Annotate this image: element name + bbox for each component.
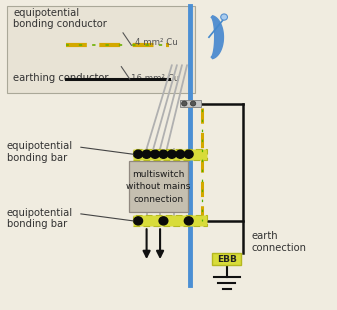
Circle shape: [167, 150, 176, 158]
Text: equipotential
bonding bar: equipotential bonding bar: [7, 141, 73, 163]
Circle shape: [134, 150, 143, 158]
Text: earthing conductor: earthing conductor: [13, 73, 109, 83]
Bar: [180, 100, 201, 107]
Bar: [212, 253, 241, 265]
Circle shape: [182, 101, 187, 106]
Bar: [133, 215, 207, 226]
Circle shape: [159, 217, 168, 225]
Circle shape: [151, 150, 159, 158]
Text: multiswitch
without mains
connection: multiswitch without mains connection: [126, 170, 190, 204]
Circle shape: [134, 217, 143, 225]
Text: 16 mm² Cu: 16 mm² Cu: [131, 74, 180, 83]
Polygon shape: [211, 16, 223, 59]
Circle shape: [221, 14, 227, 20]
Bar: [133, 149, 207, 160]
Bar: [7, 6, 195, 93]
Circle shape: [184, 217, 193, 225]
Text: equipotential
bonding bar: equipotential bonding bar: [7, 208, 73, 229]
Text: earth
connection: earth connection: [251, 231, 306, 253]
Text: equipotential
bonding conductor: equipotential bonding conductor: [13, 8, 108, 29]
Text: EBB: EBB: [217, 255, 237, 264]
Circle shape: [184, 150, 193, 158]
Bar: [129, 161, 188, 212]
Circle shape: [159, 150, 168, 158]
Circle shape: [176, 150, 185, 158]
Circle shape: [190, 101, 196, 106]
Text: 4 mm² Cu: 4 mm² Cu: [135, 38, 178, 47]
Circle shape: [142, 150, 151, 158]
